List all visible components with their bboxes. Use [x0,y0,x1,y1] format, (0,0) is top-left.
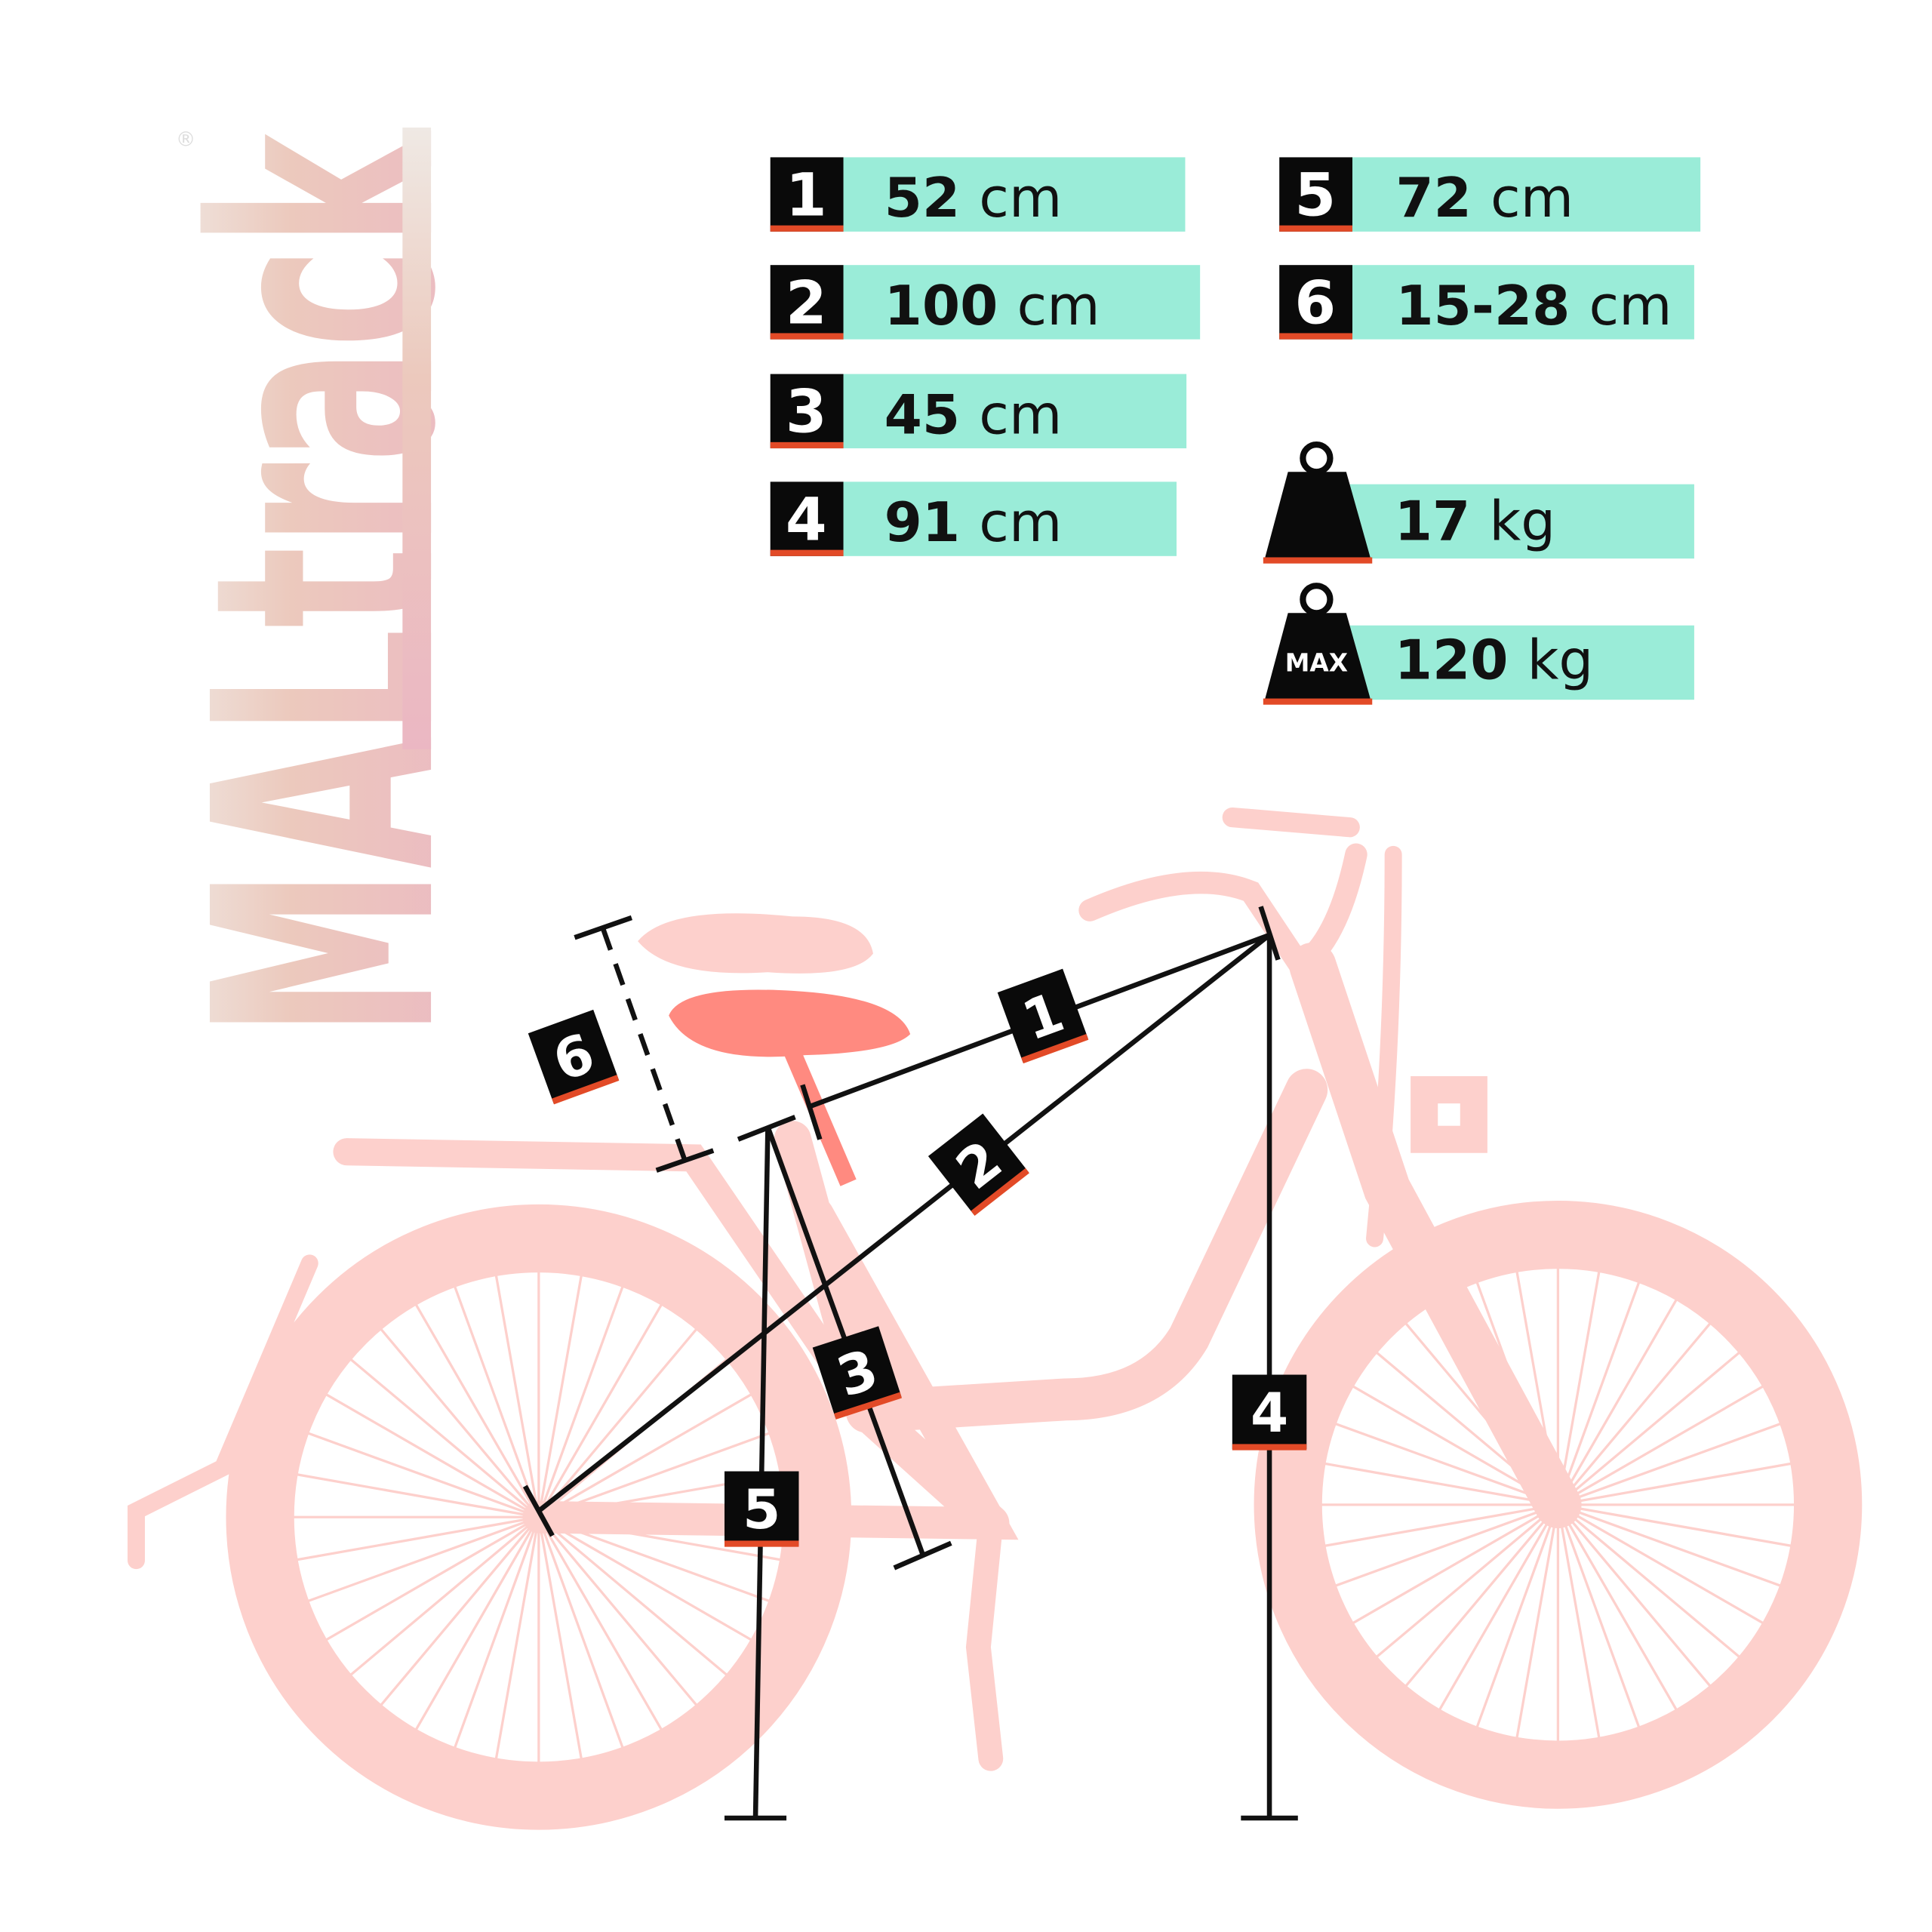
badge-4: 4 [1232,1374,1307,1451]
badge-5: 5 [724,1471,799,1547]
svg-text:6: 6 [1294,268,1336,337]
bicycle-silhouette [128,807,1863,1830]
badge-1: 1 [997,968,1089,1064]
svg-text:91 cm: 91 cm [884,491,1063,555]
svg-text:1: 1 [786,161,827,230]
saddle-highlight [669,989,911,1057]
weight-icon [1263,441,1373,564]
svg-text:5: 5 [743,1478,780,1542]
legend-row-1: 1 52 cm [770,157,1186,232]
svg-text:100 cm: 100 cm [884,275,1100,338]
svg-text:52 cm: 52 cm [884,167,1063,230]
legend-row-4: 4 91 cm [770,481,1177,556]
badge-2: 2 [928,1113,1029,1216]
svg-text:17 kg: 17 kg [1395,490,1555,553]
legend-row-6: 6 15-28 cm [1279,265,1694,340]
svg-text:120 kg: 120 kg [1395,629,1593,692]
svg-text:MAX: MAX [1285,648,1348,677]
legend-row-5: 5 72 cm [1279,157,1701,232]
svg-text:4: 4 [1251,1382,1288,1445]
maltrack-logo: MALtrack ® [149,128,503,1038]
svg-text:5: 5 [1294,161,1336,230]
legend-row-3: 3 45 cm [770,374,1187,449]
svg-text:MALtrack: MALtrack [149,130,503,1038]
legend-max-weight: MAX 120 kg [1263,583,1694,705]
svg-text:72 cm: 72 cm [1395,167,1574,230]
badge-3: 3 [812,1326,903,1420]
svg-text:45 cm: 45 cm [884,383,1063,447]
svg-text:15-28 cm: 15-28 cm [1395,275,1672,338]
svg-text:3: 3 [786,377,827,447]
legend-row-2: 2 100 cm [770,265,1201,340]
svg-text:®: ® [176,129,195,152]
svg-text:2: 2 [786,268,827,337]
legend-weight: 17 kg [1263,441,1694,564]
badge-6: 6 [528,1009,620,1105]
svg-text:4: 4 [786,485,827,554]
max-weight-icon: MAX [1263,583,1373,705]
